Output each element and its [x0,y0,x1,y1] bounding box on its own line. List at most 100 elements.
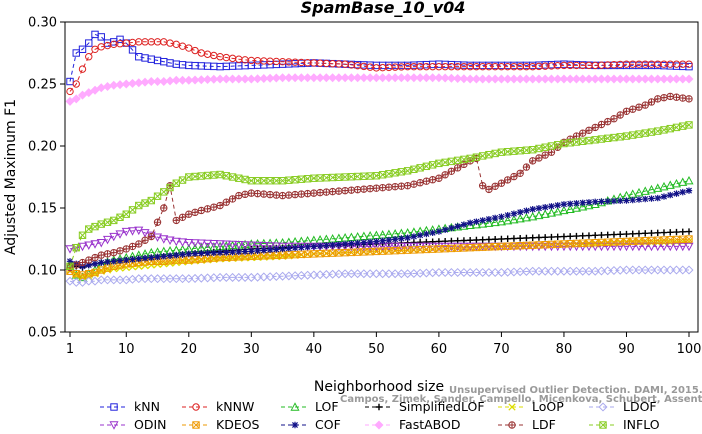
data-point-ldof [221,272,231,282]
data-point-odin [465,242,475,252]
data-point-fastabod [234,74,244,84]
data-point-ldof [446,267,456,277]
data-point-cof [579,199,586,206]
data-point-cof [254,247,261,255]
data-point-odin [478,242,488,252]
data-point-cof [248,248,255,255]
data-point-fastabod [665,74,675,84]
data-point-cof [154,253,161,261]
data-point-ldof [659,265,669,275]
data-point-ldof [228,272,238,282]
data-point-odin [165,236,175,245]
series-knnw [66,38,693,96]
y-axis-label: Adjusted Maximum F1 [3,99,19,255]
data-point-fastabod [284,73,294,83]
data-point-cof [141,255,149,262]
data-point-cof [529,206,536,213]
data-point-fastabod [609,74,619,84]
x-tick-label: 70 [493,342,510,357]
data-point-fastabod [521,74,531,84]
data-point-ldf [78,258,87,267]
data-point-cof [667,191,674,199]
data-point-cof [354,239,361,247]
data-point-cof [179,251,186,258]
data-point-inflo [128,206,137,214]
data-point-ldf [435,174,443,182]
data-point-ldof [290,271,300,281]
data-point-ldf [503,176,512,184]
x-tick-label: 30 [243,342,260,357]
legend-item-lof: LOF [281,399,339,414]
data-point-cof [491,214,499,222]
data-point-ldof [678,265,688,275]
data-point-fastabod [146,77,156,87]
data-point-ldf [228,195,237,203]
data-point-cof [623,197,630,204]
data-point-ldf [347,186,356,194]
legend-label-loop: LoOP [532,399,564,414]
data-point-odin [246,241,256,250]
data-point-odin [140,229,150,238]
data-point-ldf [185,210,193,218]
data-point-ldof [303,270,313,280]
data-point-lof [478,219,488,228]
data-point-cof [79,263,86,270]
data-point-odin [515,242,525,252]
series-inflo [66,121,693,270]
legend-marker-ldf [508,421,516,429]
data-point-cof [366,238,374,246]
data-point-lof [646,184,657,194]
data-point-ldof [396,269,406,279]
plot-area [64,21,699,333]
data-point-fastabod [409,73,419,83]
data-point-odin [634,242,644,252]
data-point-ldf [385,183,393,191]
data-point-odin [621,242,632,252]
data-point-fastabod [178,75,188,85]
legend-item-fastabod: FastABOD [365,417,461,432]
data-point-knnw [78,65,87,73]
data-point-cof [604,198,611,205]
data-point-fastabod [84,88,94,98]
data-point-inflo [341,173,349,181]
data-point-odin [90,240,100,249]
data-point-knn [116,35,124,44]
data-point-cof [273,246,280,253]
data-point-ldf [191,208,199,217]
data-point-fastabod [196,75,206,85]
y-tick-label: 0.10 [28,264,57,279]
data-point-ldof [253,272,263,282]
data-point-ldof [553,266,563,276]
data-point-ldf [72,261,80,269]
data-point-ldf [647,98,656,106]
data-point-ldf [272,191,281,199]
data-point-ldof [634,265,644,275]
data-point-lof [565,204,575,213]
data-point-ldof [440,267,450,277]
data-point-odin [471,242,481,252]
plot-frame [64,21,699,333]
data-point-fastabod [590,74,600,84]
data-point-cof [223,249,230,256]
data-point-cof [360,239,368,246]
data-point-simplifiedlof [429,238,436,245]
data-point-ldf [572,132,581,140]
data-point-fastabod [484,74,494,84]
data-point-ldf [335,187,343,195]
data-point-cof [329,241,336,249]
data-point-ldf [303,189,312,198]
data-point-cof [648,195,655,202]
data-point-odin [109,232,119,242]
data-point-ldf [579,129,587,137]
data-point-simplifiedlof [592,232,599,239]
data-point-lof [596,197,607,207]
data-point-inflo [72,243,80,252]
legend-marker-fastabod [374,420,384,430]
data-point-fastabod [646,74,656,84]
data-point-odin [259,241,269,251]
data-point-fastabod [77,90,88,100]
data-point-ldof [315,270,325,280]
data-point-lof [678,177,688,186]
data-point-lof [653,183,663,192]
